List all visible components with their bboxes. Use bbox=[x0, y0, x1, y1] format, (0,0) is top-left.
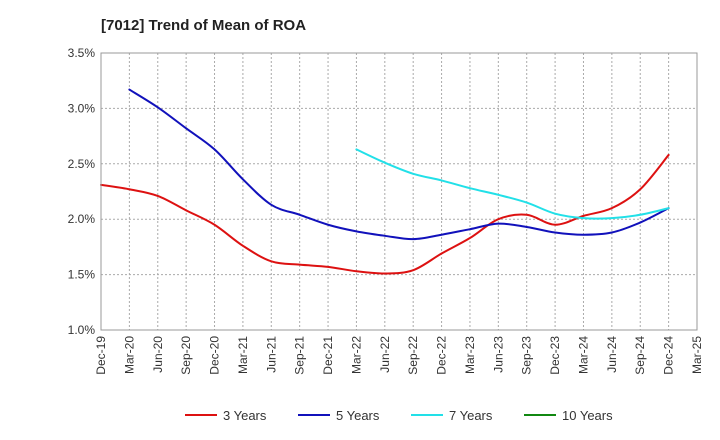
x-tick-label: Sep-23 bbox=[520, 336, 534, 375]
x-tick-label: Mar-24 bbox=[576, 336, 590, 374]
x-tick-label: Sep-22 bbox=[406, 336, 420, 375]
x-tick-label: Sep-21 bbox=[293, 336, 307, 375]
x-tick-label: Sep-20 bbox=[179, 336, 193, 375]
x-tick-label: Mar-20 bbox=[122, 336, 136, 374]
x-tick-label: Dec-21 bbox=[321, 336, 335, 375]
grid-lines bbox=[101, 52, 697, 331]
y-tick-label: 2.5% bbox=[68, 157, 96, 171]
x-tick-label: Jun-21 bbox=[264, 336, 278, 373]
x-tick-label: Dec-20 bbox=[208, 336, 222, 375]
y-tick-label: 1.5% bbox=[68, 268, 96, 282]
series-line-3-years bbox=[100, 153, 670, 275]
series-lines bbox=[100, 88, 670, 275]
x-tick-label: Jun-23 bbox=[491, 336, 505, 373]
chart-title: [7012] Trend of Mean of ROA bbox=[101, 17, 306, 34]
x-tick-label: Dec-22 bbox=[435, 336, 449, 375]
x-tick-label: Jun-24 bbox=[605, 336, 619, 373]
x-tick-label: Jun-22 bbox=[378, 336, 392, 373]
x-tick-label: Mar-25 bbox=[690, 336, 704, 374]
x-tick-label: Mar-22 bbox=[349, 336, 363, 374]
series-line-7-years bbox=[355, 148, 670, 220]
legend-label-7-years: 7 Years bbox=[449, 408, 493, 423]
y-tick-label: 3.5% bbox=[68, 46, 96, 60]
x-tick-label: Dec-19 bbox=[94, 336, 108, 375]
plot-frame bbox=[100, 52, 698, 331]
x-tick-label: Jun-20 bbox=[151, 336, 165, 373]
legend-label-5-years: 5 Years bbox=[336, 408, 380, 423]
series-line-5-years bbox=[128, 88, 670, 241]
x-tick-label: Dec-23 bbox=[548, 336, 562, 375]
legend-label-10-years: 10 Years bbox=[562, 408, 613, 423]
x-tick-label: Mar-21 bbox=[236, 336, 250, 374]
y-tick-label: 2.0% bbox=[68, 212, 96, 226]
x-tick-label: Sep-24 bbox=[633, 336, 647, 375]
legend: 3 Years 5 Years 7 Years 10 Years bbox=[185, 408, 613, 423]
x-tick-label: Mar-23 bbox=[463, 336, 477, 374]
y-tick-label: 3.0% bbox=[68, 101, 96, 115]
y-tick-label: 1.0% bbox=[68, 323, 96, 337]
x-tick-label: Dec-24 bbox=[662, 336, 676, 375]
legend-label-3-years: 3 Years bbox=[223, 408, 267, 423]
axis-labels: 1.0% 1.5% 2.0% 2.5% 3.0% 3.5% Dec-19 Mar-20 Jun-… bbox=[68, 46, 704, 375]
